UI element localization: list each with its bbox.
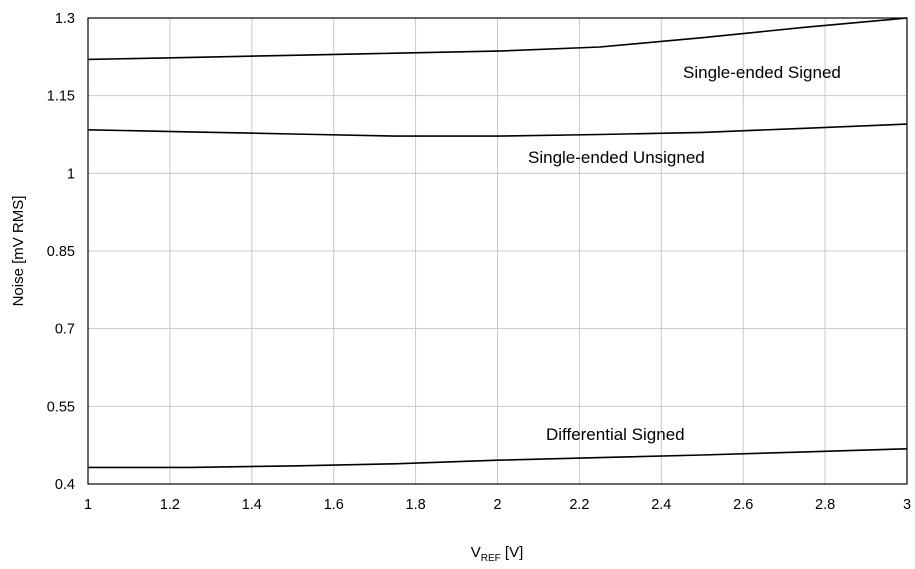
x-axis-title-unit: [V] bbox=[501, 544, 524, 561]
x-axis-title: VREF [V] bbox=[471, 544, 524, 564]
series-label-differential-signed: Differential Signed bbox=[546, 425, 685, 444]
series-line-single-ended-signed bbox=[87, 17, 908, 61]
y-tick-label: 0.85 bbox=[47, 244, 75, 260]
y-tick-label: 1.3 bbox=[55, 11, 75, 27]
grid bbox=[87, 17, 908, 485]
x-tick-label: 1.8 bbox=[406, 497, 426, 513]
y-tick-labels: 0.4 0.55 0.7 0.85 1 1.15 1.3 bbox=[47, 11, 75, 493]
series-label-single-ended-signed: Single-ended Signed bbox=[683, 63, 841, 82]
y-tick-label: 0.55 bbox=[47, 399, 75, 415]
plot-frame bbox=[87, 17, 908, 485]
y-tick-label: 1.15 bbox=[47, 89, 75, 105]
x-tick-label: 1.6 bbox=[324, 497, 344, 513]
x-tick-label: 2.6 bbox=[733, 497, 753, 513]
y-tick-label: 0.7 bbox=[55, 322, 75, 338]
x-tick-label: 1.2 bbox=[160, 497, 180, 513]
series-line-single-ended-unsigned bbox=[87, 123, 908, 137]
x-tick-label: 2.2 bbox=[569, 497, 589, 513]
x-tick-label: 3 bbox=[903, 497, 911, 513]
x-axis-title-main: V bbox=[471, 544, 481, 561]
x-axis-title-subscript: REF bbox=[481, 553, 501, 564]
x-tick-label: 1 bbox=[84, 497, 92, 513]
y-tick-label: 1 bbox=[67, 166, 75, 182]
x-tick-label: 2 bbox=[493, 497, 501, 513]
x-tick-labels: 1 1.2 1.4 1.6 1.8 2 2.2 2.4 2.6 2.8 3 bbox=[84, 497, 911, 513]
x-tick-label: 2.4 bbox=[651, 497, 671, 513]
series-label-single-ended-unsigned: Single-ended Unsigned bbox=[528, 148, 705, 167]
y-axis-title: Noise [mV RMS] bbox=[10, 196, 27, 307]
series-line-differential-signed bbox=[88, 448, 908, 469]
y-tick-label: 0.4 bbox=[55, 477, 75, 493]
x-tick-label: 1.4 bbox=[242, 497, 262, 513]
series-lines bbox=[87, 17, 908, 469]
x-tick-label: 2.8 bbox=[815, 497, 835, 513]
